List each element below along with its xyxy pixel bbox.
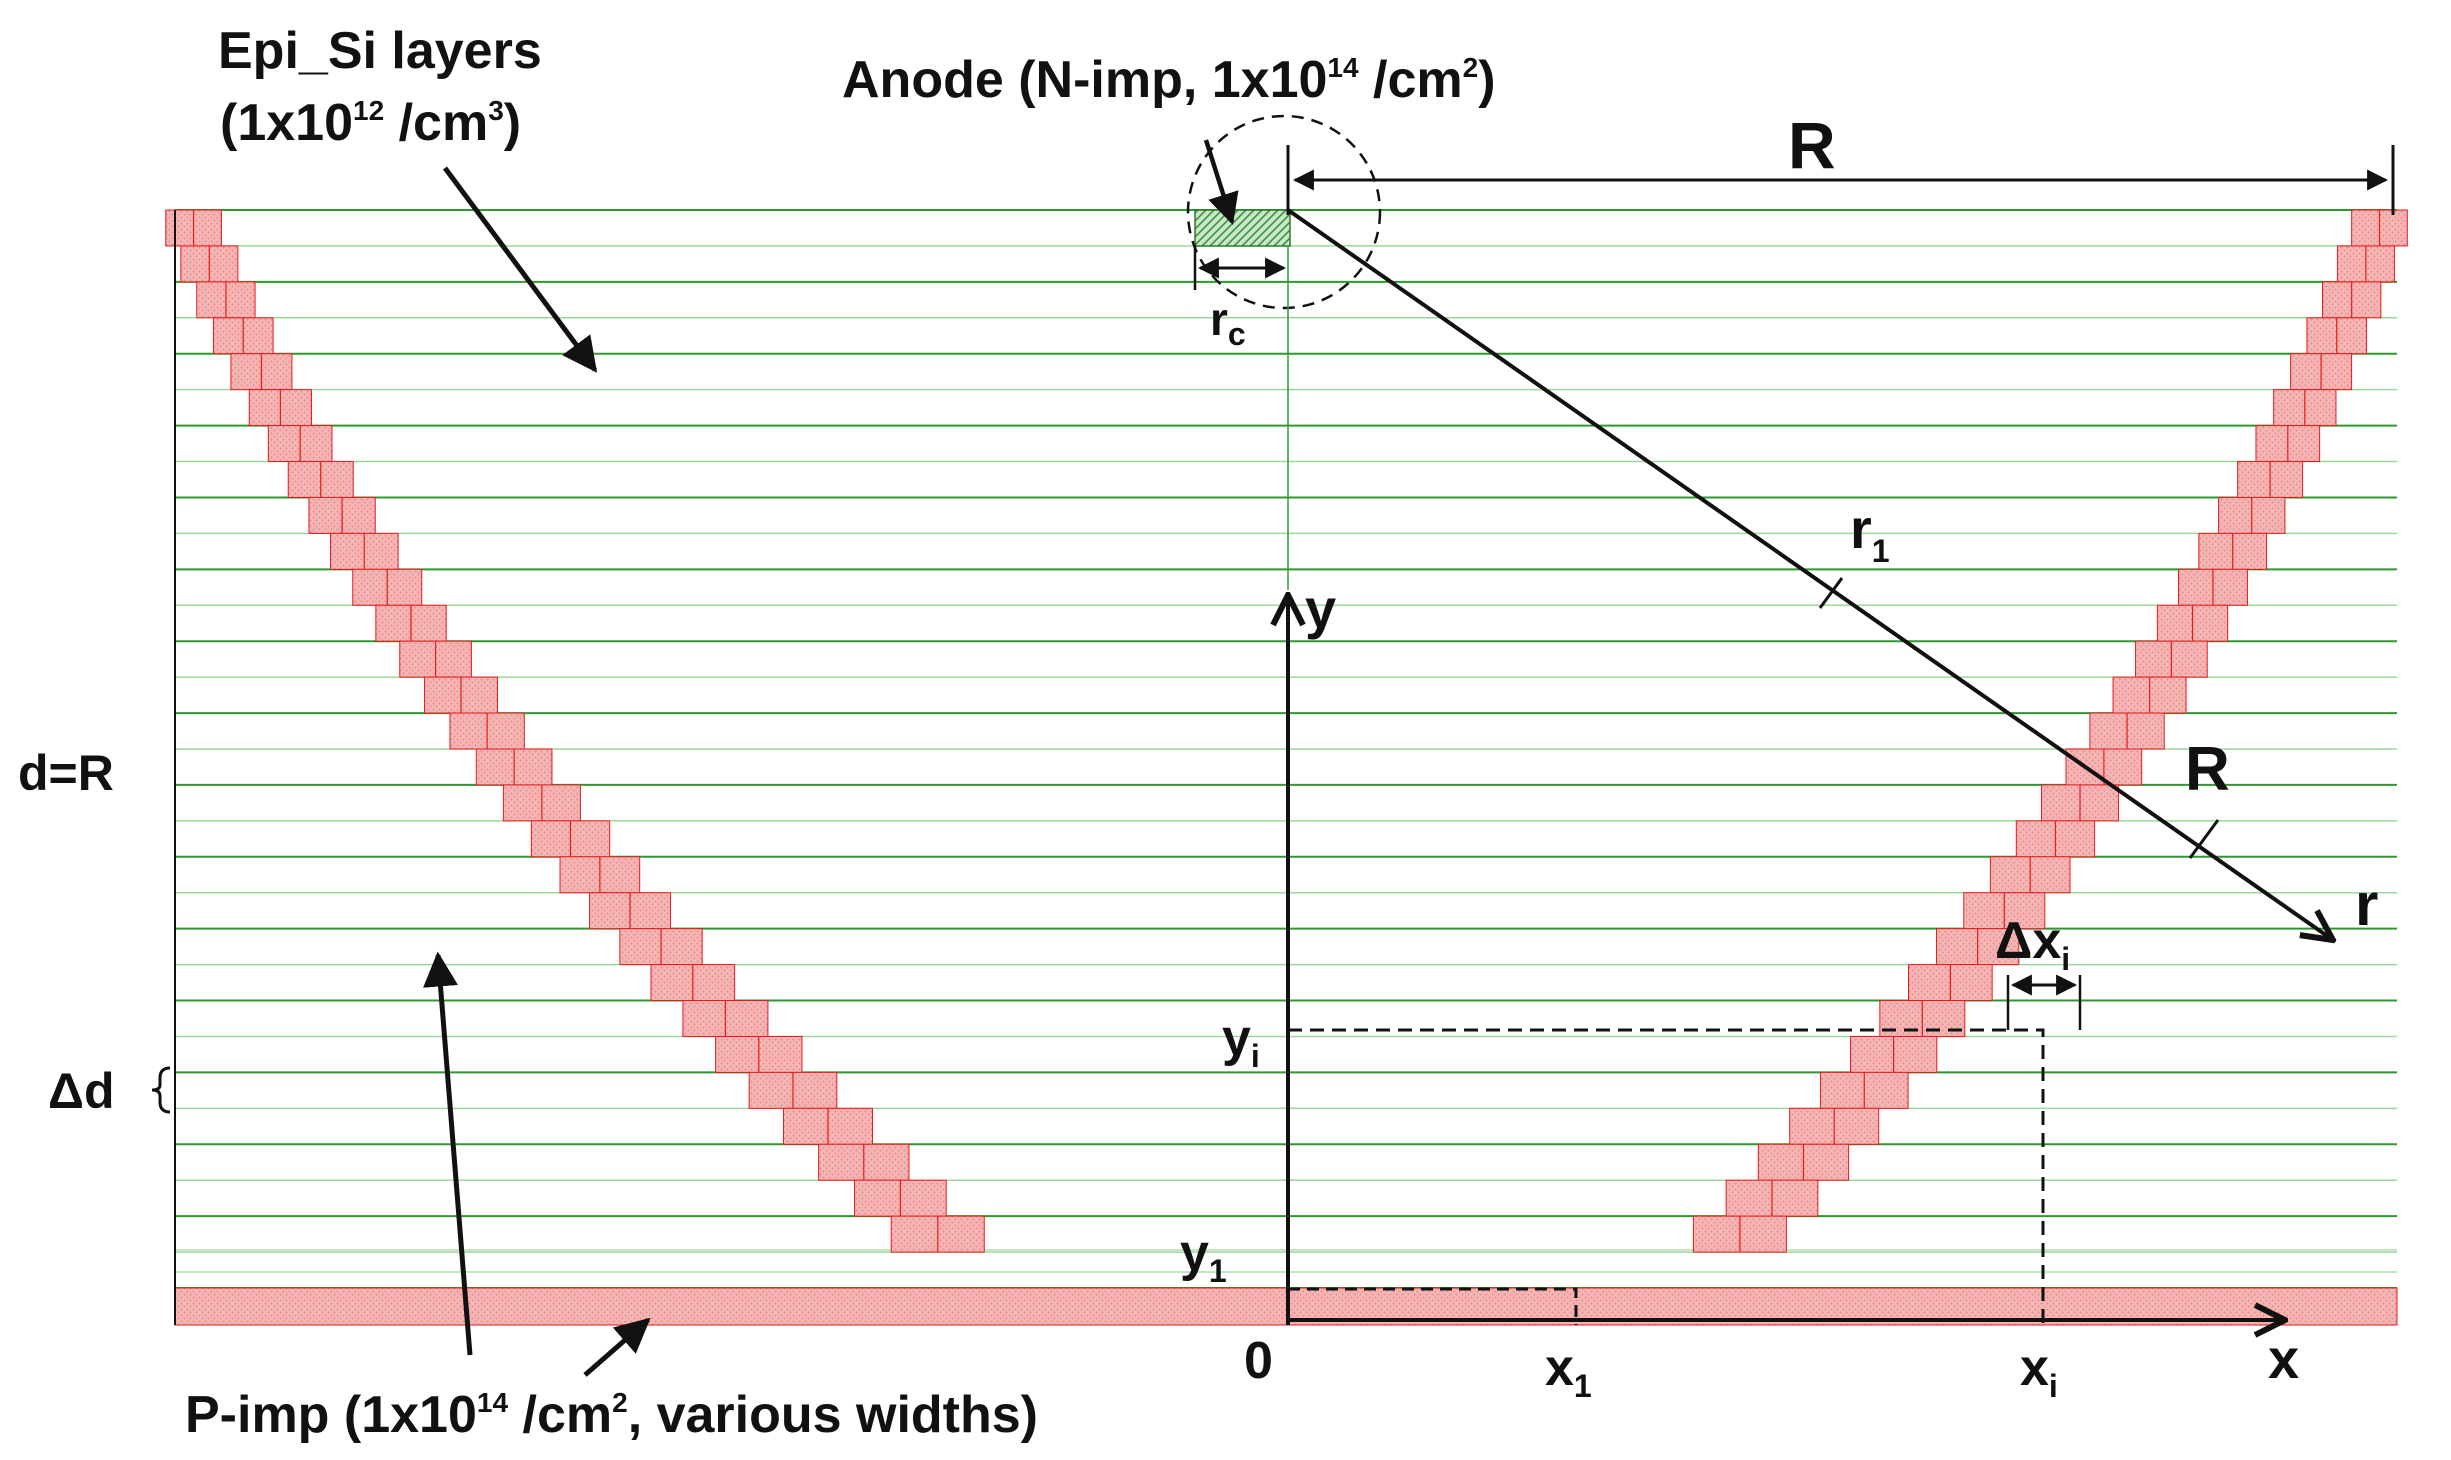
yi-label: yi — [1222, 1009, 1260, 1074]
p-imp-pointer-arrow-stairs — [423, 951, 473, 1356]
r1-tick — [1818, 577, 1844, 609]
origin-label: 0 — [1244, 1332, 1273, 1390]
epi-label-line2: (1x1012 /cm3) — [220, 94, 521, 152]
r-arc-label: R — [2185, 735, 2230, 804]
x1-dashed-guide — [1288, 1287, 1578, 1325]
r1-label: r1 — [1850, 497, 1890, 569]
delta-xi-label: Δxi — [1995, 912, 2070, 977]
delta-d-bracket — [151, 1066, 171, 1114]
r-top-label: R — [1788, 108, 1836, 182]
x-axis-label: x — [2268, 1327, 2299, 1390]
y1-label: y1 — [1180, 1224, 1227, 1289]
r-end-label: r — [2355, 871, 2378, 938]
anode-pointer-arrow — [1203, 139, 1239, 226]
radius-arrow-r — [1286, 208, 2333, 940]
y-axis-label: y — [1305, 577, 1336, 640]
r-arc-tick — [2188, 819, 2220, 859]
p-imp-pointer-arrow-strip — [583, 1317, 651, 1377]
delta-d-label: Δd — [48, 1063, 114, 1119]
anode-dashed-circle — [1186, 114, 1382, 310]
x1-label: x1 — [1545, 1339, 1592, 1404]
p-imp-stair-blocks — [165, 209, 2408, 1253]
p-imp-label: P-imp (1x1014 /cm2, various widths) — [185, 1386, 1038, 1444]
anode-label: Anode (N-imp, 1x1014 /cm2) — [842, 51, 1496, 109]
rc-label: rc — [1210, 293, 1246, 352]
epi-label-line1: Epi_Si layers — [218, 22, 542, 80]
yi-dashed-guide — [1288, 1028, 2045, 1325]
anode-region — [1194, 209, 1291, 247]
epi-pointer-arrow — [442, 166, 598, 373]
d-equals-r-label: d=R — [18, 745, 114, 801]
xi-label: xi — [2020, 1339, 2058, 1404]
